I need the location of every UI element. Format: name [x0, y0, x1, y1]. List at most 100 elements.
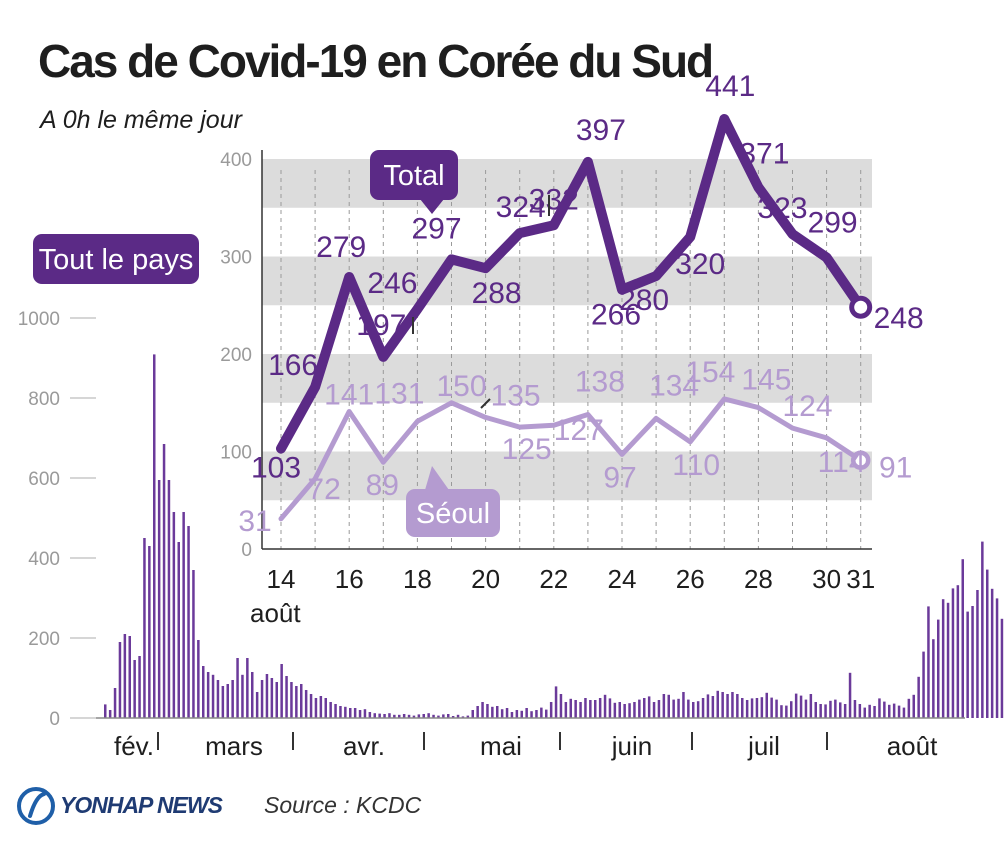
data-label: 154 — [685, 356, 735, 389]
bar — [398, 714, 401, 718]
bar — [961, 559, 964, 718]
bar — [383, 714, 386, 718]
bar — [628, 703, 631, 718]
data-label: 127 — [554, 414, 604, 447]
bar — [162, 444, 166, 718]
bar — [839, 702, 842, 718]
inset-y-tick-label: 300 — [220, 248, 252, 269]
bar — [378, 713, 381, 718]
bar-y-tick-label: 600 — [28, 469, 60, 490]
bar — [290, 682, 293, 718]
data-label: 397 — [576, 114, 626, 147]
bar — [393, 714, 396, 718]
bar — [471, 710, 474, 718]
bar-y-tick-label: 200 — [28, 629, 60, 650]
bar — [799, 695, 803, 718]
bar — [564, 702, 568, 718]
bar — [647, 696, 651, 718]
inset-y-tick-label: 100 — [220, 443, 252, 464]
bar — [167, 480, 171, 718]
bar — [246, 658, 249, 718]
bar — [741, 698, 744, 718]
bar — [559, 694, 563, 718]
bar — [780, 705, 783, 718]
inset-x-tick-label: 24 — [608, 564, 637, 594]
data-label: 320 — [675, 248, 725, 281]
bar — [505, 708, 509, 718]
bar — [971, 606, 974, 718]
bar — [677, 698, 680, 718]
bar — [211, 674, 215, 718]
data-label: 124 — [782, 390, 832, 423]
bar — [304, 690, 308, 718]
bar — [721, 692, 724, 718]
chart-subtitle: A 0h le même jour — [40, 106, 242, 134]
bar — [618, 702, 621, 718]
bar — [892, 703, 896, 718]
bar — [491, 706, 494, 718]
bar — [682, 692, 685, 718]
bar — [500, 709, 504, 718]
bar — [295, 686, 298, 718]
series-line-total — [276, 114, 866, 454]
bar — [809, 694, 813, 718]
bar — [848, 672, 852, 718]
bar — [652, 702, 656, 718]
bar — [589, 700, 592, 718]
bar — [270, 678, 274, 718]
data-label: 72 — [307, 473, 340, 506]
inset-x-tick-label: 14 — [267, 564, 296, 594]
bar — [182, 512, 185, 718]
bar — [309, 694, 313, 718]
bar — [255, 692, 259, 718]
bar — [716, 690, 719, 718]
badge-tout-le-pays: Tout le pays — [33, 234, 199, 284]
month-label: mars — [205, 731, 263, 761]
data-label: 248 — [874, 302, 924, 335]
data-label: 141 — [324, 379, 374, 412]
bar — [976, 590, 979, 718]
bar — [300, 684, 303, 718]
badge-box — [370, 150, 458, 200]
bar — [520, 710, 523, 718]
bar — [368, 712, 372, 718]
bar — [598, 698, 602, 718]
bar — [868, 704, 871, 718]
bar — [153, 354, 156, 718]
bar — [755, 698, 759, 718]
badge-seoul: Séoul — [406, 466, 500, 537]
bar — [888, 704, 891, 718]
data-label: 138 — [575, 366, 625, 399]
bar — [623, 704, 626, 718]
badge-box — [33, 234, 199, 284]
data-label: 103 — [251, 452, 301, 485]
background-band — [262, 256, 872, 306]
data-label: 279 — [316, 231, 366, 264]
month-label: avr. — [343, 731, 385, 761]
data-label: 266 — [591, 299, 641, 332]
bar — [466, 715, 470, 718]
bar — [515, 710, 519, 718]
badge-label: Total — [383, 160, 444, 192]
bar — [726, 694, 729, 718]
bar — [986, 569, 989, 718]
data-label: 31 — [238, 505, 271, 538]
data-label: 280 — [619, 284, 669, 317]
bar — [407, 714, 411, 718]
bar — [824, 704, 827, 718]
bar — [897, 705, 901, 718]
data-label: 332 — [529, 183, 579, 216]
bar — [221, 686, 225, 718]
bar — [202, 666, 205, 718]
data-label: 145 — [741, 364, 791, 397]
bar — [260, 680, 264, 718]
data-label: 89 — [366, 469, 399, 502]
bar — [172, 512, 176, 718]
month-label: juin — [611, 731, 652, 761]
bar — [1000, 618, 1004, 718]
bar — [530, 711, 533, 718]
bar — [329, 702, 332, 718]
